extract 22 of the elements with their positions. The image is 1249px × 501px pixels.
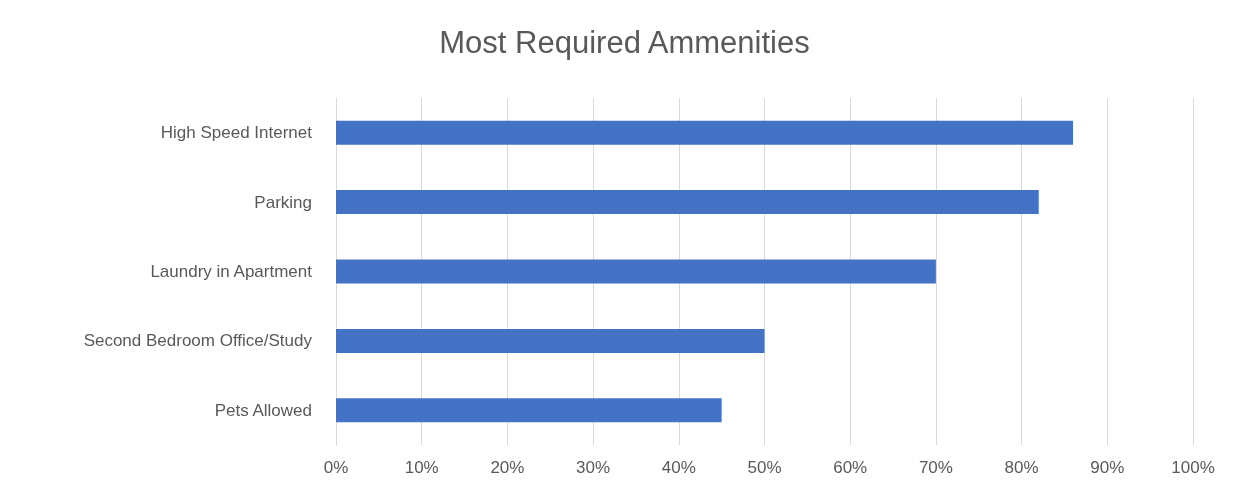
y-tick-label: Parking: [254, 192, 312, 212]
x-tick-label: 10%: [404, 458, 439, 477]
x-tick-label: 0%: [323, 458, 349, 477]
x-tick-label: 100%: [1171, 458, 1215, 477]
x-tick-label: 40%: [661, 458, 696, 477]
x-tick-label: 80%: [1004, 458, 1039, 477]
bar: [336, 398, 722, 423]
x-tick-label: 90%: [1090, 458, 1125, 477]
bar: [336, 259, 936, 284]
bar: [336, 120, 1074, 145]
y-tick-label: Pets Allowed: [214, 400, 312, 420]
x-tick-label: 30%: [576, 458, 611, 477]
bar: [336, 190, 1039, 215]
y-tick-label: Laundry in Apartment: [150, 262, 313, 281]
y-tick-label: High Speed Internet: [160, 123, 313, 143]
x-tick-label: 50%: [747, 458, 782, 477]
x-tick-label: 70%: [918, 458, 953, 477]
x-tick-label: 60%: [833, 458, 868, 477]
bar: [336, 328, 765, 353]
y-tick-label: Second Bedroom Office/Study: [83, 331, 313, 351]
chart-title: Most Required Ammenities: [439, 25, 810, 60]
x-tick-label: 20%: [490, 458, 525, 477]
